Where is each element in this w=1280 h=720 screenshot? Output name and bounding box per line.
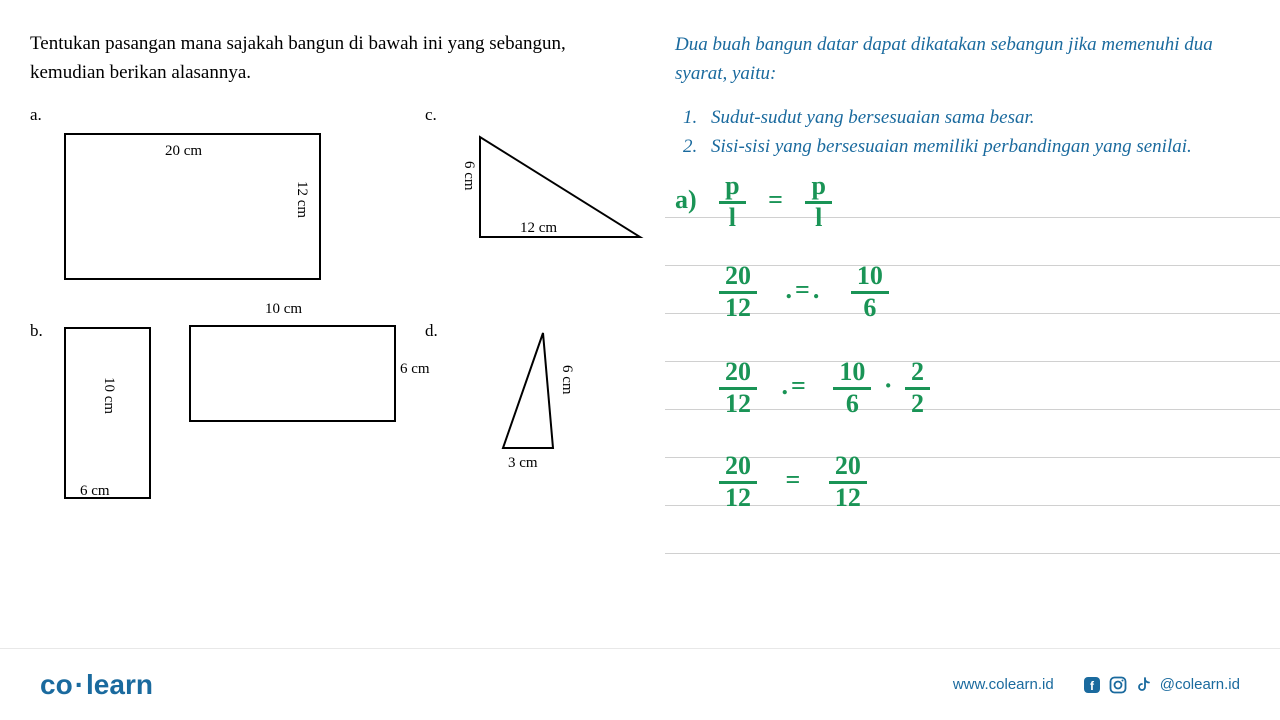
solution-panel: Dua buah bangun datar dapat dikatakan se… bbox=[665, 0, 1280, 640]
shape-d-height: 6 cm bbox=[558, 365, 575, 395]
shape-b2 bbox=[185, 321, 400, 426]
ruled-lines bbox=[665, 170, 1280, 670]
question-panel: Tentukan pasangan mana sajakah bangun di… bbox=[0, 0, 665, 640]
shape-a-width: 20 cm bbox=[165, 143, 202, 160]
footer-url: www.colearn.id bbox=[953, 676, 1054, 693]
shape-b-height: 10 cm bbox=[100, 377, 117, 414]
shape-b-label: b. bbox=[30, 321, 43, 341]
question-text: Tentukan pasangan mana sajakah bangun di… bbox=[30, 30, 645, 87]
condition-list: 1. Sudut-sudut yang bersesuaian sama bes… bbox=[675, 103, 1260, 162]
shape-b2-width: 10 cm bbox=[265, 301, 302, 318]
shape-b2-height: 6 cm bbox=[400, 361, 430, 378]
hw-eq2: 2012 .=. 106 bbox=[715, 262, 893, 322]
shape-d-label: d. bbox=[425, 321, 438, 341]
shape-b-width: 6 cm bbox=[80, 483, 110, 500]
shapes-area: a. 20 cm 12 cm c. 6 cm 12 cm b. 10 cm 6 … bbox=[30, 105, 645, 525]
hw-label: a) pl = pl bbox=[675, 172, 836, 232]
condition-item-2: 2. Sisi-sisi yang bersesuaian memiliki p… bbox=[683, 132, 1260, 161]
shape-a-label: a. bbox=[30, 105, 42, 125]
shape-a-height: 12 cm bbox=[293, 181, 310, 218]
shape-c-label: c. bbox=[425, 105, 437, 125]
hw-eq3: 2012 .= 106 · 22 bbox=[715, 358, 934, 418]
facebook-icon: f bbox=[1082, 675, 1102, 695]
shape-c-height: 6 cm bbox=[460, 161, 477, 191]
footer: co·learn www.colearn.id f @colearn.id bbox=[0, 648, 1280, 720]
hw-eq4: 2012 = 2012 bbox=[715, 452, 871, 512]
tiktok-icon bbox=[1134, 675, 1154, 695]
social-handle: @colearn.id bbox=[1160, 676, 1240, 693]
instagram-icon bbox=[1108, 675, 1128, 695]
logo: co·learn bbox=[40, 669, 153, 701]
shape-c-base: 12 cm bbox=[520, 220, 557, 237]
condition-intro: Dua buah bangun datar dapat dikatakan se… bbox=[675, 30, 1260, 89]
condition-item-1: 1. Sudut-sudut yang bersesuaian sama bes… bbox=[683, 103, 1260, 132]
footer-right: www.colearn.id f @colearn.id bbox=[953, 675, 1240, 695]
social-links: f @colearn.id bbox=[1082, 675, 1240, 695]
shape-d-base: 3 cm bbox=[508, 455, 538, 472]
